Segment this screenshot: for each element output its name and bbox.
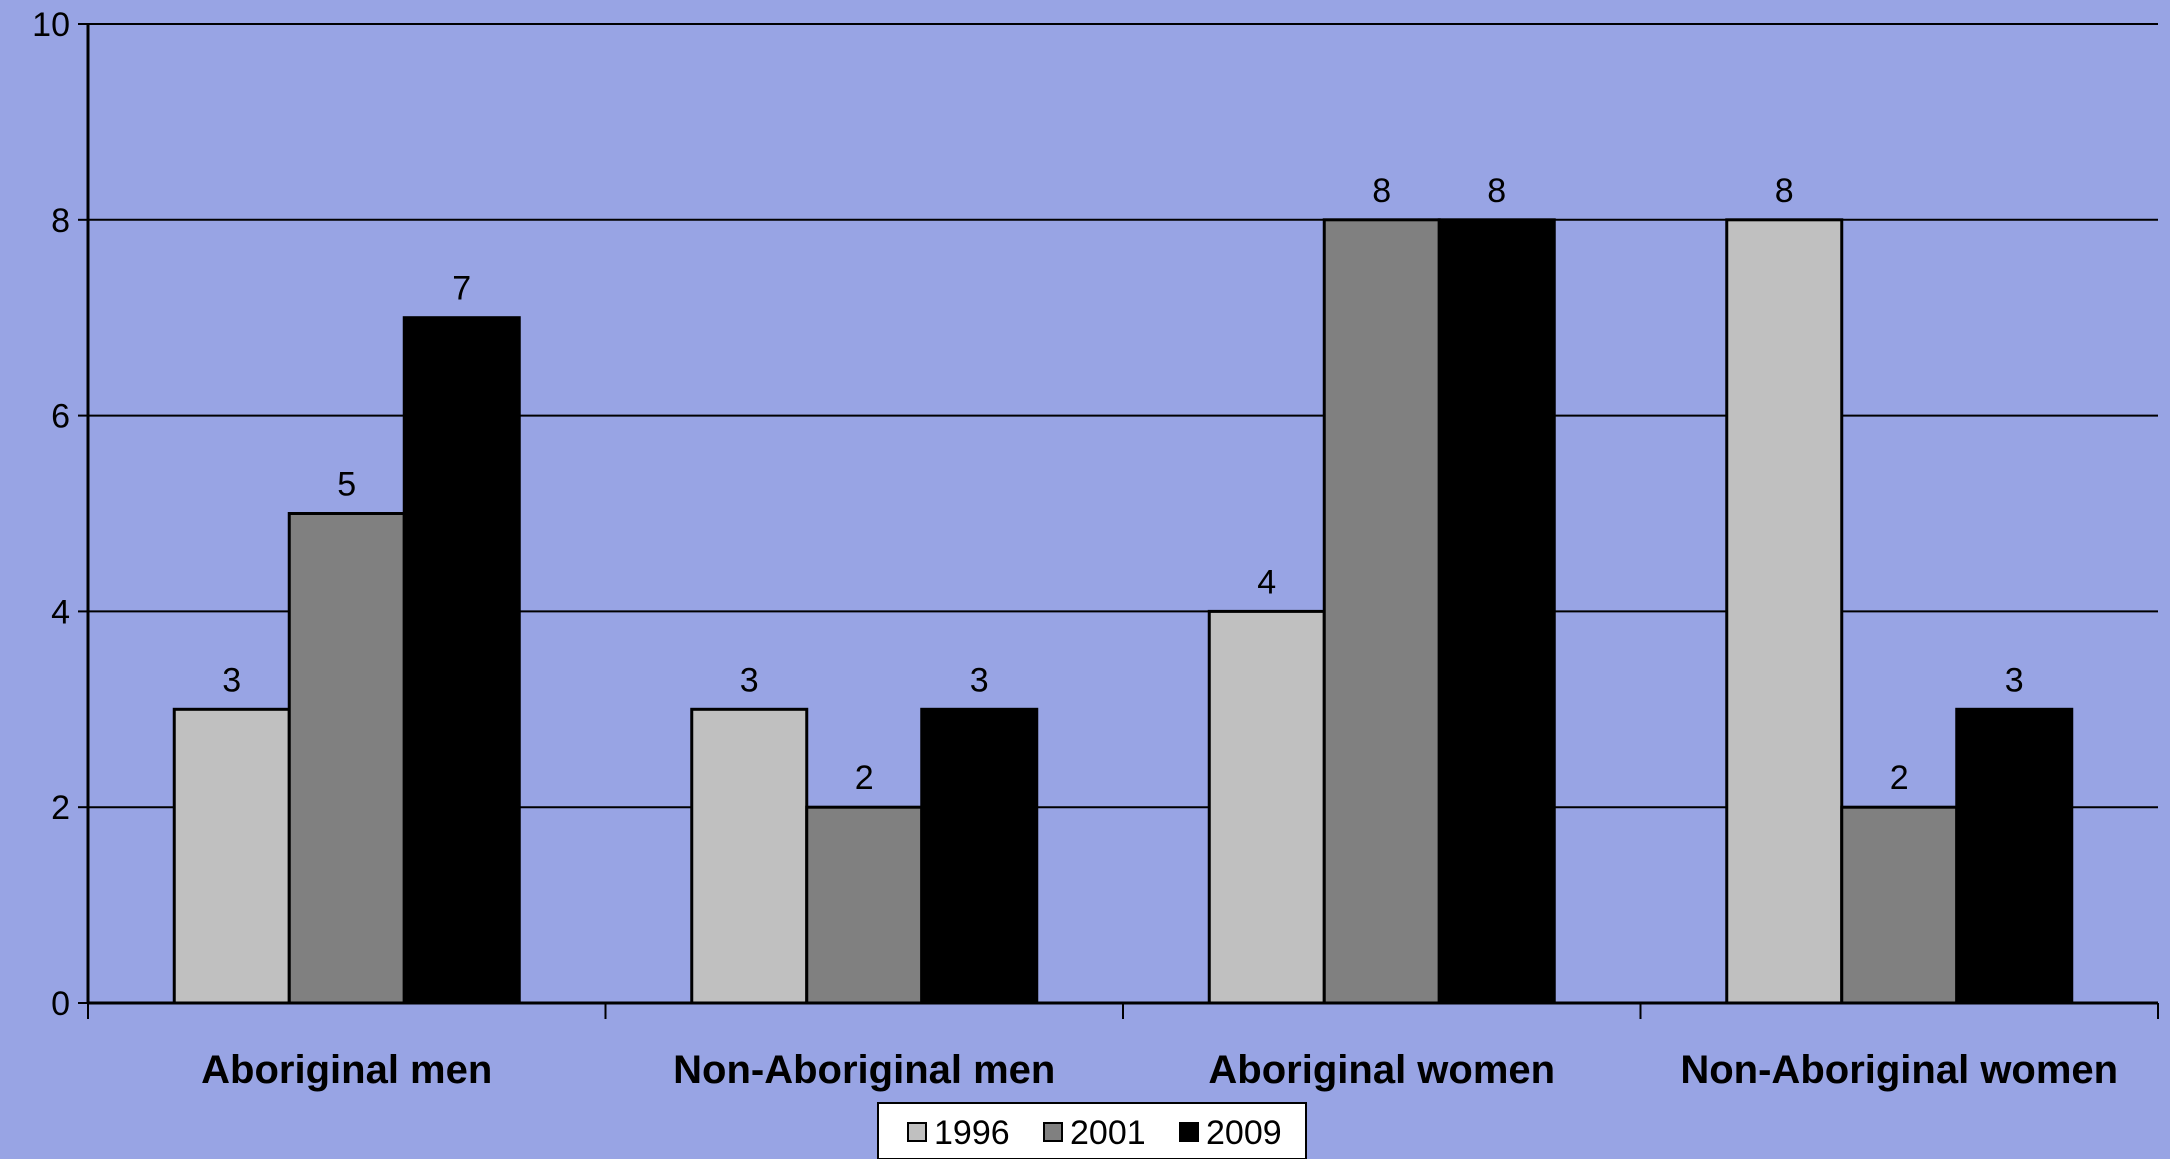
legend-label: 2009 [1206, 1114, 1282, 1152]
y-tick-label: 2 [51, 789, 70, 827]
category-labels: Aboriginal men Non-Aboriginal men Aborigin… [201, 1048, 2118, 1092]
bar-1996 [1725, 218, 1844, 1005]
data-label: 5 [337, 466, 356, 504]
data-label: 2 [1890, 759, 1909, 797]
y-tick-label: 10 [32, 6, 70, 44]
bar-2001 [1840, 805, 1959, 1005]
data-label: 8 [1487, 172, 1506, 210]
legend-swatch [907, 1122, 927, 1142]
data-label: 3 [740, 661, 759, 699]
data-label: 8 [1775, 172, 1794, 210]
y-tick-label: 0 [51, 985, 70, 1023]
legend-label: 2001 [1070, 1114, 1146, 1152]
legend-swatch [1179, 1122, 1199, 1142]
data-label: 8 [1372, 172, 1391, 210]
bar-2009 [1437, 218, 1556, 1005]
category-label: Aboriginal women [1208, 1048, 1555, 1092]
y-tick-label: 8 [51, 202, 70, 240]
y-tick-label: 6 [51, 398, 70, 436]
bar-2009 [920, 707, 1039, 1005]
bar-1996 [690, 707, 809, 1005]
legend-box [877, 1102, 1307, 1159]
y-tick-label: 4 [51, 593, 70, 631]
data-labels: 3 5 7 3 2 3 4 8 8 8 2 3 [222, 172, 2023, 797]
y-tick-labels: 0 2 4 6 8 10 [32, 6, 70, 1023]
legend-swatch [1043, 1122, 1063, 1142]
data-label: 3 [970, 661, 989, 699]
category-label: Non-Aboriginal women [1680, 1048, 2118, 1092]
bar-1996 [172, 707, 291, 1005]
legend: 1996 2001 2009 [877, 1102, 1307, 1159]
bar-1996 [1207, 609, 1326, 1005]
data-label: 2 [855, 759, 874, 797]
category-label: Aboriginal men [201, 1048, 492, 1092]
bar-2009 [1955, 707, 2074, 1005]
bars [172, 218, 2074, 1005]
bar-2001 [805, 805, 924, 1005]
bar-2009 [402, 316, 521, 1005]
data-label: 3 [2005, 661, 2024, 699]
data-label: 3 [222, 661, 241, 699]
data-label: 7 [452, 270, 471, 308]
bar-2001 [1322, 218, 1441, 1005]
legend-label: 1996 [934, 1114, 1010, 1152]
category-label: Non-Aboriginal men [673, 1048, 1055, 1092]
bar-2001 [287, 512, 406, 1005]
data-label: 4 [1257, 563, 1276, 601]
